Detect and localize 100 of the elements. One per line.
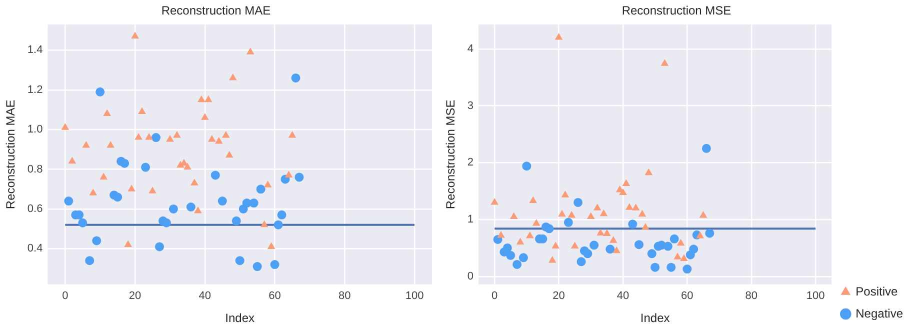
point	[529, 196, 537, 204]
point	[512, 260, 522, 269]
x-tick-label: 0	[62, 290, 68, 302]
point	[682, 264, 692, 274]
point	[603, 229, 611, 236]
point	[612, 246, 620, 254]
x-axis-title: Index	[225, 311, 255, 326]
point	[548, 256, 556, 263]
y-axis-title: Reconstruction MSE	[444, 100, 458, 210]
point	[632, 204, 640, 210]
x-tick-label: 60	[681, 290, 694, 302]
point	[606, 244, 615, 254]
point	[64, 196, 74, 206]
point	[252, 262, 262, 272]
point	[670, 234, 679, 244]
x-tick-label: 40	[616, 290, 630, 302]
point	[100, 172, 108, 180]
point	[628, 220, 638, 229]
point	[622, 179, 630, 186]
point	[570, 242, 579, 249]
point	[574, 198, 583, 207]
chart-title: Reconstruction MAE	[161, 4, 271, 18]
point	[518, 253, 528, 262]
point	[141, 162, 150, 172]
legend-label: Positive	[856, 284, 898, 298]
point	[619, 188, 627, 196]
y-tick-label: 2	[467, 156, 474, 169]
point	[201, 113, 209, 120]
point	[284, 170, 293, 178]
point	[131, 32, 139, 39]
point	[235, 256, 244, 266]
point	[267, 242, 276, 249]
point	[78, 218, 88, 228]
point	[274, 220, 283, 230]
point	[184, 162, 192, 170]
point	[600, 209, 608, 216]
point	[516, 238, 524, 245]
point	[522, 162, 532, 171]
y-tick-label: 1.0	[27, 124, 43, 136]
y-tick-label: 4	[467, 42, 474, 55]
point	[564, 218, 573, 227]
point	[103, 109, 111, 116]
point	[264, 180, 272, 188]
point	[198, 95, 206, 102]
point	[650, 262, 660, 272]
point	[82, 140, 90, 148]
point	[705, 228, 714, 238]
point	[583, 249, 592, 258]
point	[642, 223, 650, 230]
y-tick-label: 1.2	[27, 84, 43, 96]
point	[228, 73, 237, 80]
point	[590, 240, 599, 250]
point	[138, 107, 146, 114]
point	[225, 150, 234, 158]
x-axis-title: Index	[640, 311, 670, 326]
point	[699, 211, 708, 218]
point	[85, 256, 94, 266]
point	[124, 240, 132, 247]
point	[660, 59, 669, 66]
point	[246, 48, 254, 54]
point	[145, 133, 153, 140]
x-tick-label: 0	[492, 290, 498, 302]
point	[506, 250, 516, 260]
point	[128, 184, 136, 192]
point	[148, 186, 156, 194]
point	[61, 123, 70, 130]
point	[168, 204, 178, 214]
point	[502, 243, 512, 252]
y-tick-label: 1	[467, 214, 474, 226]
point	[249, 198, 258, 208]
point	[291, 73, 300, 82]
point	[134, 133, 142, 140]
x-tick-label: 60	[268, 290, 281, 302]
y-tick-label: 0.8	[27, 163, 43, 176]
point	[214, 137, 223, 144]
point	[644, 168, 653, 176]
point	[68, 156, 76, 164]
point	[702, 144, 711, 153]
point	[689, 244, 698, 254]
point	[222, 131, 230, 138]
point	[696, 232, 704, 238]
x-tick-label: 20	[552, 290, 565, 302]
point	[490, 198, 498, 205]
point	[190, 178, 198, 186]
point	[544, 224, 554, 234]
point	[510, 212, 518, 219]
point	[162, 218, 171, 228]
point	[260, 220, 268, 228]
point	[166, 135, 174, 142]
point	[526, 232, 534, 238]
y-tick-label: 1.4	[27, 44, 43, 56]
point	[666, 262, 676, 272]
point	[647, 249, 656, 258]
point	[277, 210, 286, 220]
point	[89, 188, 98, 196]
point	[568, 211, 576, 218]
point	[106, 140, 114, 148]
y-tick-label: 0	[467, 270, 474, 282]
point	[609, 236, 618, 243]
point	[680, 254, 688, 262]
